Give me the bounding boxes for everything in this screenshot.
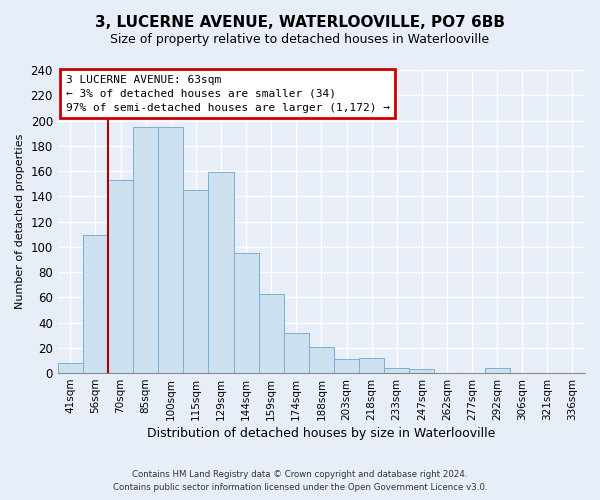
Bar xyxy=(208,172,233,373)
Bar xyxy=(83,236,108,373)
Bar xyxy=(158,127,184,373)
Bar xyxy=(184,190,208,373)
Bar xyxy=(108,180,133,373)
Bar xyxy=(334,359,359,373)
Bar xyxy=(384,368,409,373)
Bar xyxy=(259,294,284,373)
Bar xyxy=(409,370,434,373)
Text: Size of property relative to detached houses in Waterlooville: Size of property relative to detached ho… xyxy=(110,32,490,46)
Bar xyxy=(58,363,83,373)
Bar xyxy=(309,346,334,373)
Bar xyxy=(133,127,158,373)
Text: Contains HM Land Registry data © Crown copyright and database right 2024.
Contai: Contains HM Land Registry data © Crown c… xyxy=(113,470,487,492)
Y-axis label: Number of detached properties: Number of detached properties xyxy=(15,134,25,309)
X-axis label: Distribution of detached houses by size in Waterlooville: Distribution of detached houses by size … xyxy=(147,427,496,440)
Text: 3, LUCERNE AVENUE, WATERLOOVILLE, PO7 6BB: 3, LUCERNE AVENUE, WATERLOOVILLE, PO7 6B… xyxy=(95,15,505,30)
Bar xyxy=(233,253,259,373)
Bar xyxy=(359,358,384,373)
Bar xyxy=(284,332,309,373)
Bar xyxy=(485,368,509,373)
Text: 3 LUCERNE AVENUE: 63sqm
← 3% of detached houses are smaller (34)
97% of semi-det: 3 LUCERNE AVENUE: 63sqm ← 3% of detached… xyxy=(65,74,389,112)
